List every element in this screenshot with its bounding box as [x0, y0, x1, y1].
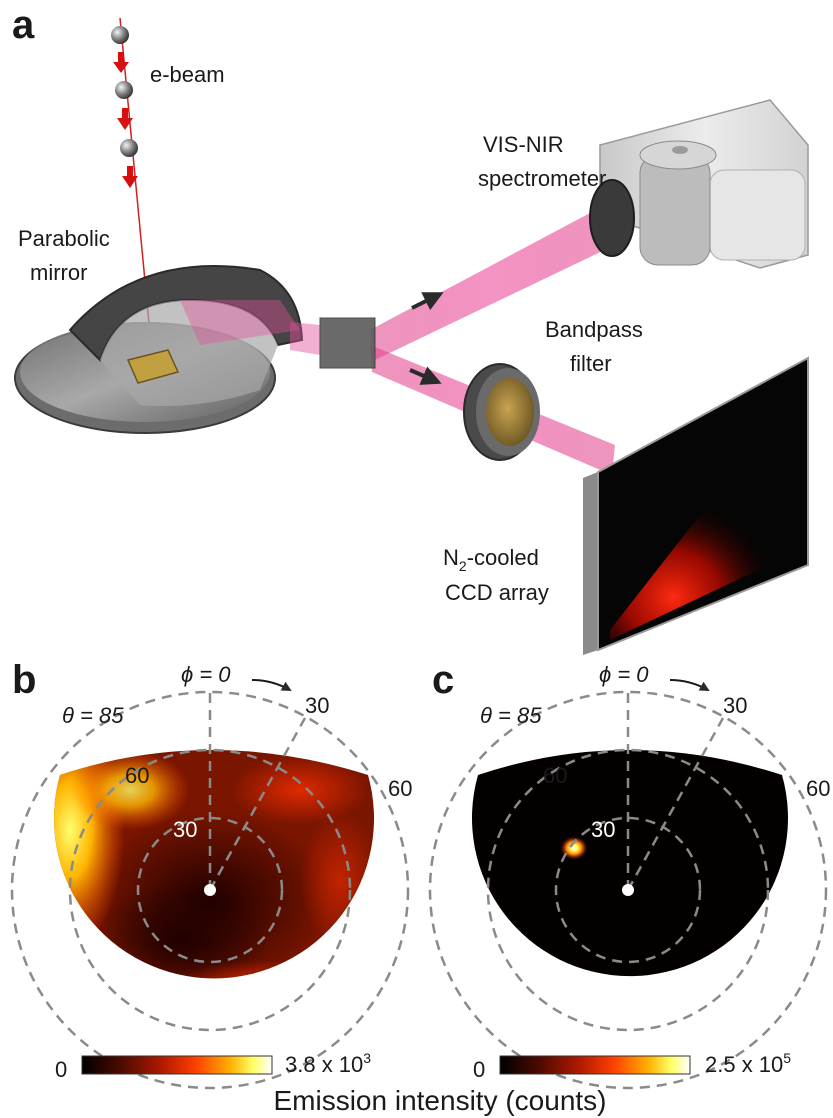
phi-direction-arrow	[251, 679, 292, 691]
map-b-hot-left	[53, 750, 125, 950]
ccd-label-line1: N2-cooled	[443, 545, 539, 574]
ccd-label-suffix: -cooled	[467, 545, 539, 570]
theta60-label-b-right: 60	[388, 776, 412, 801]
map-b-red-upper-right	[230, 755, 370, 825]
theta30-label-c: 30	[591, 817, 615, 842]
spectrometer-cylinder	[639, 154, 711, 266]
e-beam-label: e-beam	[150, 62, 225, 87]
colorbar-b-max-exp: 3	[363, 1050, 371, 1066]
ccd-label-line2: CCD array	[445, 580, 549, 605]
filter-label-line2: filter	[570, 351, 612, 376]
beam-splitter-cube	[319, 317, 376, 369]
bandpass-filter: Bandpass filter	[463, 317, 643, 461]
parabolic-mirror: Parabolic mirror	[14, 226, 304, 434]
theta85-label-c: θ = 85	[480, 703, 542, 728]
panel-a-letter: a	[12, 3, 35, 47]
ccd-label-sub: 2	[459, 558, 467, 574]
phi30-label-c: 30	[723, 693, 747, 718]
spectrometer-label-line1: VIS-NIR	[483, 132, 564, 157]
ccd-label-n: N	[443, 545, 459, 570]
panel-b-polar-grid	[10, 679, 410, 1090]
map-b-red-bottom	[170, 960, 350, 979]
panel-b-emission-map	[53, 750, 374, 979]
phi30-label-b: 30	[305, 693, 329, 718]
electron-arrow	[117, 108, 133, 130]
spectrometer-side-box	[709, 169, 806, 261]
panel-b-letter: b	[12, 658, 36, 702]
colorbar-c-max-base: 2.5 x 10	[705, 1052, 783, 1077]
map-b-dark-lower	[90, 880, 270, 979]
colorbar-c: 0 2.5 x 105	[473, 1050, 791, 1082]
colorbar-c-min: 0	[473, 1057, 485, 1082]
ccd-frame-edge	[583, 472, 598, 655]
electron-arrow	[113, 52, 129, 73]
panel-c-polar-grid	[428, 679, 828, 1090]
theta60-label-b-left: 60	[125, 763, 149, 788]
theta30-label-b: 30	[173, 817, 197, 842]
theta60-label-c-right: 60	[806, 776, 830, 801]
colorbar-c-gradient	[499, 1055, 691, 1075]
colorbar-b: 0 3.8 x 103	[55, 1050, 371, 1082]
map-b-center-dot	[204, 884, 216, 896]
theta60-label-c-left: 60	[543, 763, 567, 788]
spectrometer-input-port	[589, 179, 635, 257]
grid-c-theta60	[486, 748, 770, 1032]
spectrometer-knob	[672, 146, 688, 154]
filter-glass	[486, 378, 534, 446]
electron-arrow	[122, 166, 138, 188]
grid-b-theta30	[136, 816, 284, 964]
spectrometer-label-line2: spectrometer	[478, 166, 606, 191]
ccd-screen	[597, 356, 809, 652]
grid-b-theta60	[68, 748, 352, 1032]
filter-label-line1: Bandpass	[545, 317, 643, 342]
panel-c: c ϕ = 0 30 θ = 85 60 60 30 0 2.5 x 105	[428, 658, 830, 1090]
map-b-hot-upper	[70, 750, 190, 830]
grid-c-theta30	[554, 816, 702, 964]
mirror-emission-glow	[180, 300, 300, 345]
mirror-label-line1: Parabolic	[18, 226, 110, 251]
map-b-red-right	[300, 810, 374, 950]
beam-to-spectrometer	[370, 205, 615, 360]
map-c-center-dot	[622, 884, 634, 896]
ccd-array: N2-cooled CCD array	[443, 356, 809, 655]
panel-c-emission-map	[472, 750, 788, 977]
ccd-emission-pattern	[610, 470, 790, 640]
spectrometer: VIS-NIR spectrometer	[478, 99, 809, 269]
panel-c-letter: c	[432, 658, 454, 702]
theta85-label-b: θ = 85	[62, 703, 124, 728]
colorbar-b-gradient	[81, 1055, 273, 1075]
arrow-to-spectrometer	[411, 292, 444, 311]
colorbar-c-max: 2.5 x 105	[705, 1050, 791, 1077]
electron-sphere	[115, 81, 133, 99]
electron-sphere	[120, 139, 138, 157]
colorbar-b-max: 3.8 x 103	[285, 1050, 371, 1077]
grid-b-theta85	[10, 690, 410, 1090]
electron-sphere	[111, 26, 129, 44]
spectrometer-top-cap	[639, 140, 717, 170]
phi-direction-arrow	[669, 679, 710, 691]
colorbar-b-max-base: 3.8 x 10	[285, 1052, 363, 1077]
grid-c-theta85	[428, 690, 828, 1090]
sample-chip	[126, 349, 180, 384]
panel-a: a e-beam Parabolic mirror	[12, 3, 809, 655]
panel-b: b ϕ = 0 30 θ = 85 60 60 30 0	[10, 658, 412, 1090]
phi0-label-c: ϕ = 0	[599, 662, 649, 687]
colorbar-c-max-exp: 5	[783, 1050, 791, 1066]
arrow-to-filter	[409, 366, 442, 385]
mirror-label-line2: mirror	[30, 260, 87, 285]
shared-colorbar-label: Emission intensity (counts)	[273, 1085, 606, 1116]
colorbar-b-min: 0	[55, 1057, 67, 1082]
phi0-label-b: ϕ = 0	[181, 662, 231, 687]
beam-mirror-to-cube	[290, 322, 320, 355]
